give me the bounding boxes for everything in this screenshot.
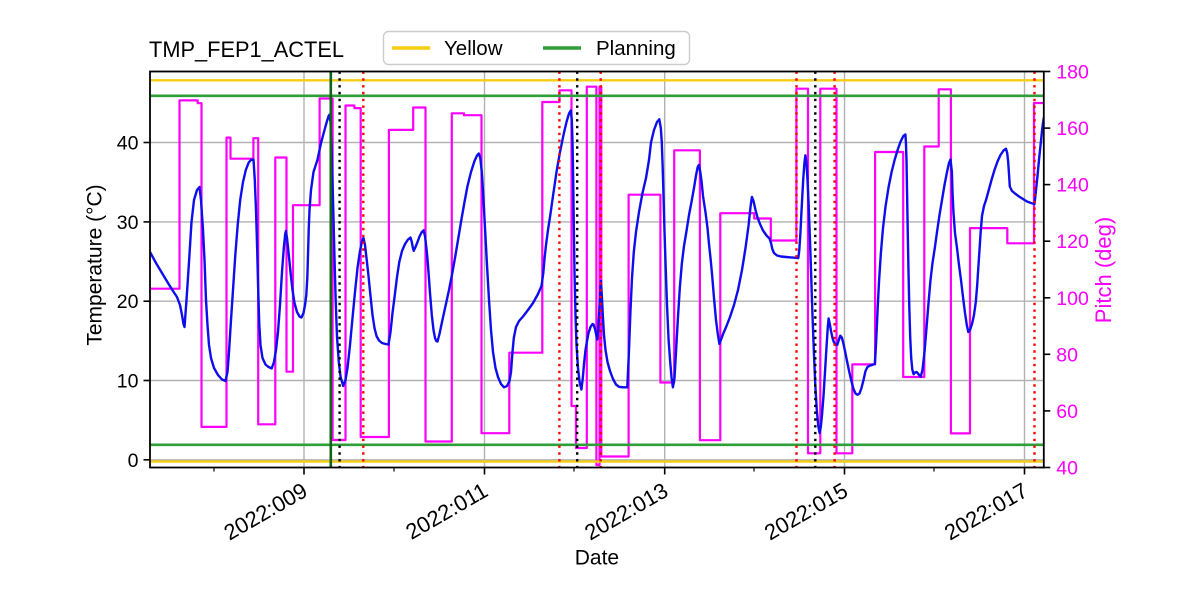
svg-text:60: 60 [1056, 401, 1078, 423]
svg-text:80: 80 [1056, 344, 1078, 366]
svg-text:0: 0 [128, 450, 139, 472]
svg-text:Pitch (deg): Pitch (deg) [1091, 217, 1116, 323]
svg-text:Temperature (°C): Temperature (°C) [84, 184, 107, 345]
svg-text:Planning: Planning [596, 37, 676, 60]
svg-text:30: 30 [117, 212, 139, 234]
svg-text:40: 40 [1056, 458, 1078, 480]
svg-text:10: 10 [117, 371, 139, 393]
svg-text:140: 140 [1056, 175, 1089, 197]
svg-text:120: 120 [1056, 231, 1089, 253]
svg-text:40: 40 [117, 133, 139, 155]
svg-text:Yellow: Yellow [444, 37, 503, 60]
svg-text:180: 180 [1056, 62, 1089, 84]
svg-text:20: 20 [117, 291, 139, 313]
svg-text:TMP_FEP1_ACTEL: TMP_FEP1_ACTEL [149, 37, 344, 62]
svg-text:Date: Date [575, 547, 619, 570]
svg-text:100: 100 [1056, 288, 1089, 310]
svg-text:160: 160 [1056, 118, 1089, 140]
